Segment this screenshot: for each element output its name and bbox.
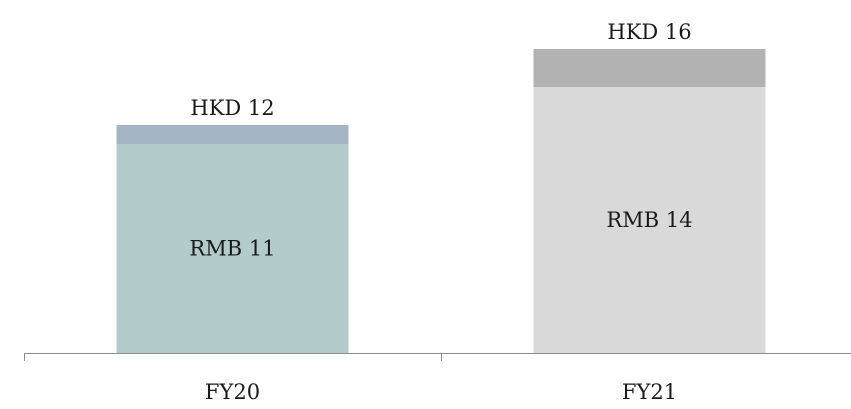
data-label-fy21-rmb: RMB 14 <box>606 208 692 232</box>
total-label-fy20: HKD 12 <box>190 96 274 120</box>
bar-segment-fy21-2 <box>534 49 766 87</box>
total-label-fy21: HKD 16 <box>607 20 691 44</box>
bars-layer <box>117 49 766 353</box>
x-tick-label-fy20: FY20 <box>205 380 260 404</box>
bar-segment-fy20-2 <box>117 125 349 144</box>
data-label-fy20-rmb: RMB 11 <box>189 237 275 261</box>
x-tick-label-fy21: FY21 <box>622 380 677 404</box>
x-axis: FY20 FY21 <box>24 353 851 404</box>
